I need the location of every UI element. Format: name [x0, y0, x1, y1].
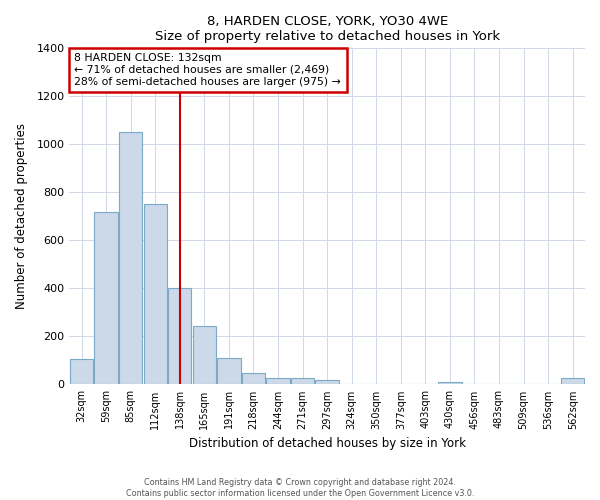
- Bar: [168, 288, 191, 384]
- Bar: [94, 212, 118, 384]
- Bar: [316, 380, 339, 384]
- Bar: [561, 378, 584, 384]
- Title: 8, HARDEN CLOSE, YORK, YO30 4WE
Size of property relative to detached houses in : 8, HARDEN CLOSE, YORK, YO30 4WE Size of …: [155, 15, 500, 43]
- Y-axis label: Number of detached properties: Number of detached properties: [15, 124, 28, 310]
- Text: Contains HM Land Registry data © Crown copyright and database right 2024.
Contai: Contains HM Land Registry data © Crown c…: [126, 478, 474, 498]
- Bar: [119, 132, 142, 384]
- Bar: [438, 382, 461, 384]
- Bar: [143, 204, 167, 384]
- X-axis label: Distribution of detached houses by size in York: Distribution of detached houses by size …: [188, 437, 466, 450]
- Bar: [217, 358, 241, 384]
- Bar: [70, 359, 93, 384]
- Text: 8 HARDEN CLOSE: 132sqm
← 71% of detached houses are smaller (2,469)
28% of semi-: 8 HARDEN CLOSE: 132sqm ← 71% of detached…: [74, 54, 341, 86]
- Bar: [266, 378, 290, 384]
- Bar: [242, 373, 265, 384]
- Bar: [291, 378, 314, 384]
- Bar: [193, 326, 216, 384]
